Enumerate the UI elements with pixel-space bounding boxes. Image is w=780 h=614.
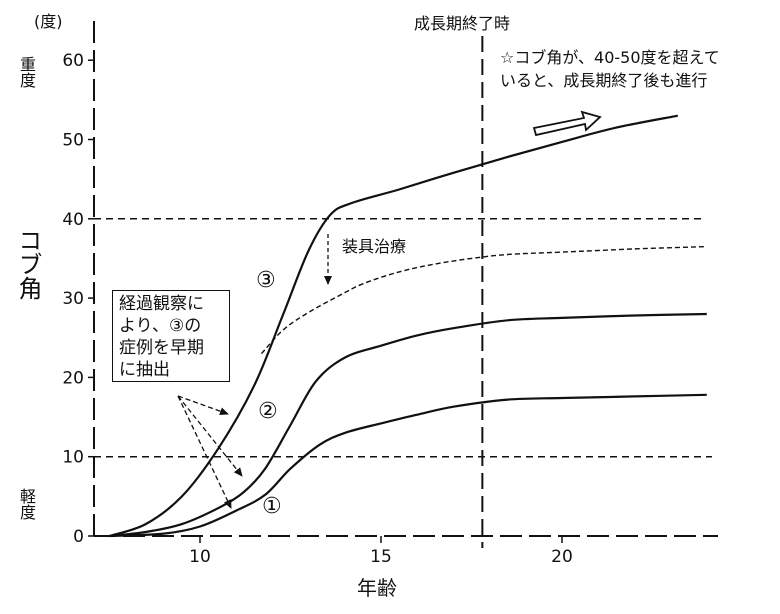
observation-arrow-2 (177, 395, 243, 477)
series-line-3 (109, 114, 679, 538)
box-line-1: 経過観察に (119, 294, 204, 314)
y-tick-label: 60 (62, 51, 84, 71)
tick-labels: 0 10 20 30 40 50 60 10 15 20 (62, 51, 572, 567)
y-tick-label: 10 (62, 448, 84, 468)
observation-arrow-3 (177, 395, 232, 509)
x-tick-label: 10 (189, 547, 211, 567)
progression-arrow (532, 110, 602, 137)
treatment-label: 装具治療 (342, 237, 407, 256)
observation-box: 経過観察に より、③の 症例を早期 に抽出 (112, 290, 230, 382)
series-line-1 (109, 393, 707, 538)
y-tick-label: 0 (73, 527, 84, 547)
reference-lines (94, 36, 712, 548)
box-line-4: に抽出 (119, 360, 170, 380)
y-top-label: 重度 (17, 56, 36, 88)
note-line-1: ☆コブ角が、40-50度を超えて (500, 48, 720, 67)
series-line-2 (109, 312, 707, 538)
treatment-series-line (260, 245, 707, 355)
y-tick-label: 20 (62, 368, 84, 388)
y-tick-label: 40 (62, 210, 84, 230)
annotation-arrows (177, 110, 602, 509)
y-unit-label: (度) (34, 12, 63, 31)
y-axis-label: コブ角 (14, 228, 42, 300)
series-lines (109, 114, 707, 538)
growth-end-label: 成長期終了時 (414, 14, 511, 33)
y-tick-label: 30 (62, 289, 84, 309)
box-line-3: 症例を早期 (119, 338, 204, 358)
curve-label-1: ① (262, 494, 282, 519)
note-line-2: いると、成長期終了後も進行 (500, 71, 708, 90)
y-tick-label: 50 (62, 131, 84, 151)
axes (93, 18, 718, 537)
curve-label-2: ② (258, 399, 278, 424)
y-bottom-label: 軽度 (17, 488, 36, 520)
curve-label-3: ③ (256, 268, 276, 293)
box-line-2: より、③の (119, 316, 202, 336)
x-axis-label: 年齢 (357, 576, 397, 600)
x-tick-label: 15 (370, 547, 392, 567)
x-tick-label: 20 (551, 547, 573, 567)
observation-arrow-1 (177, 395, 229, 416)
